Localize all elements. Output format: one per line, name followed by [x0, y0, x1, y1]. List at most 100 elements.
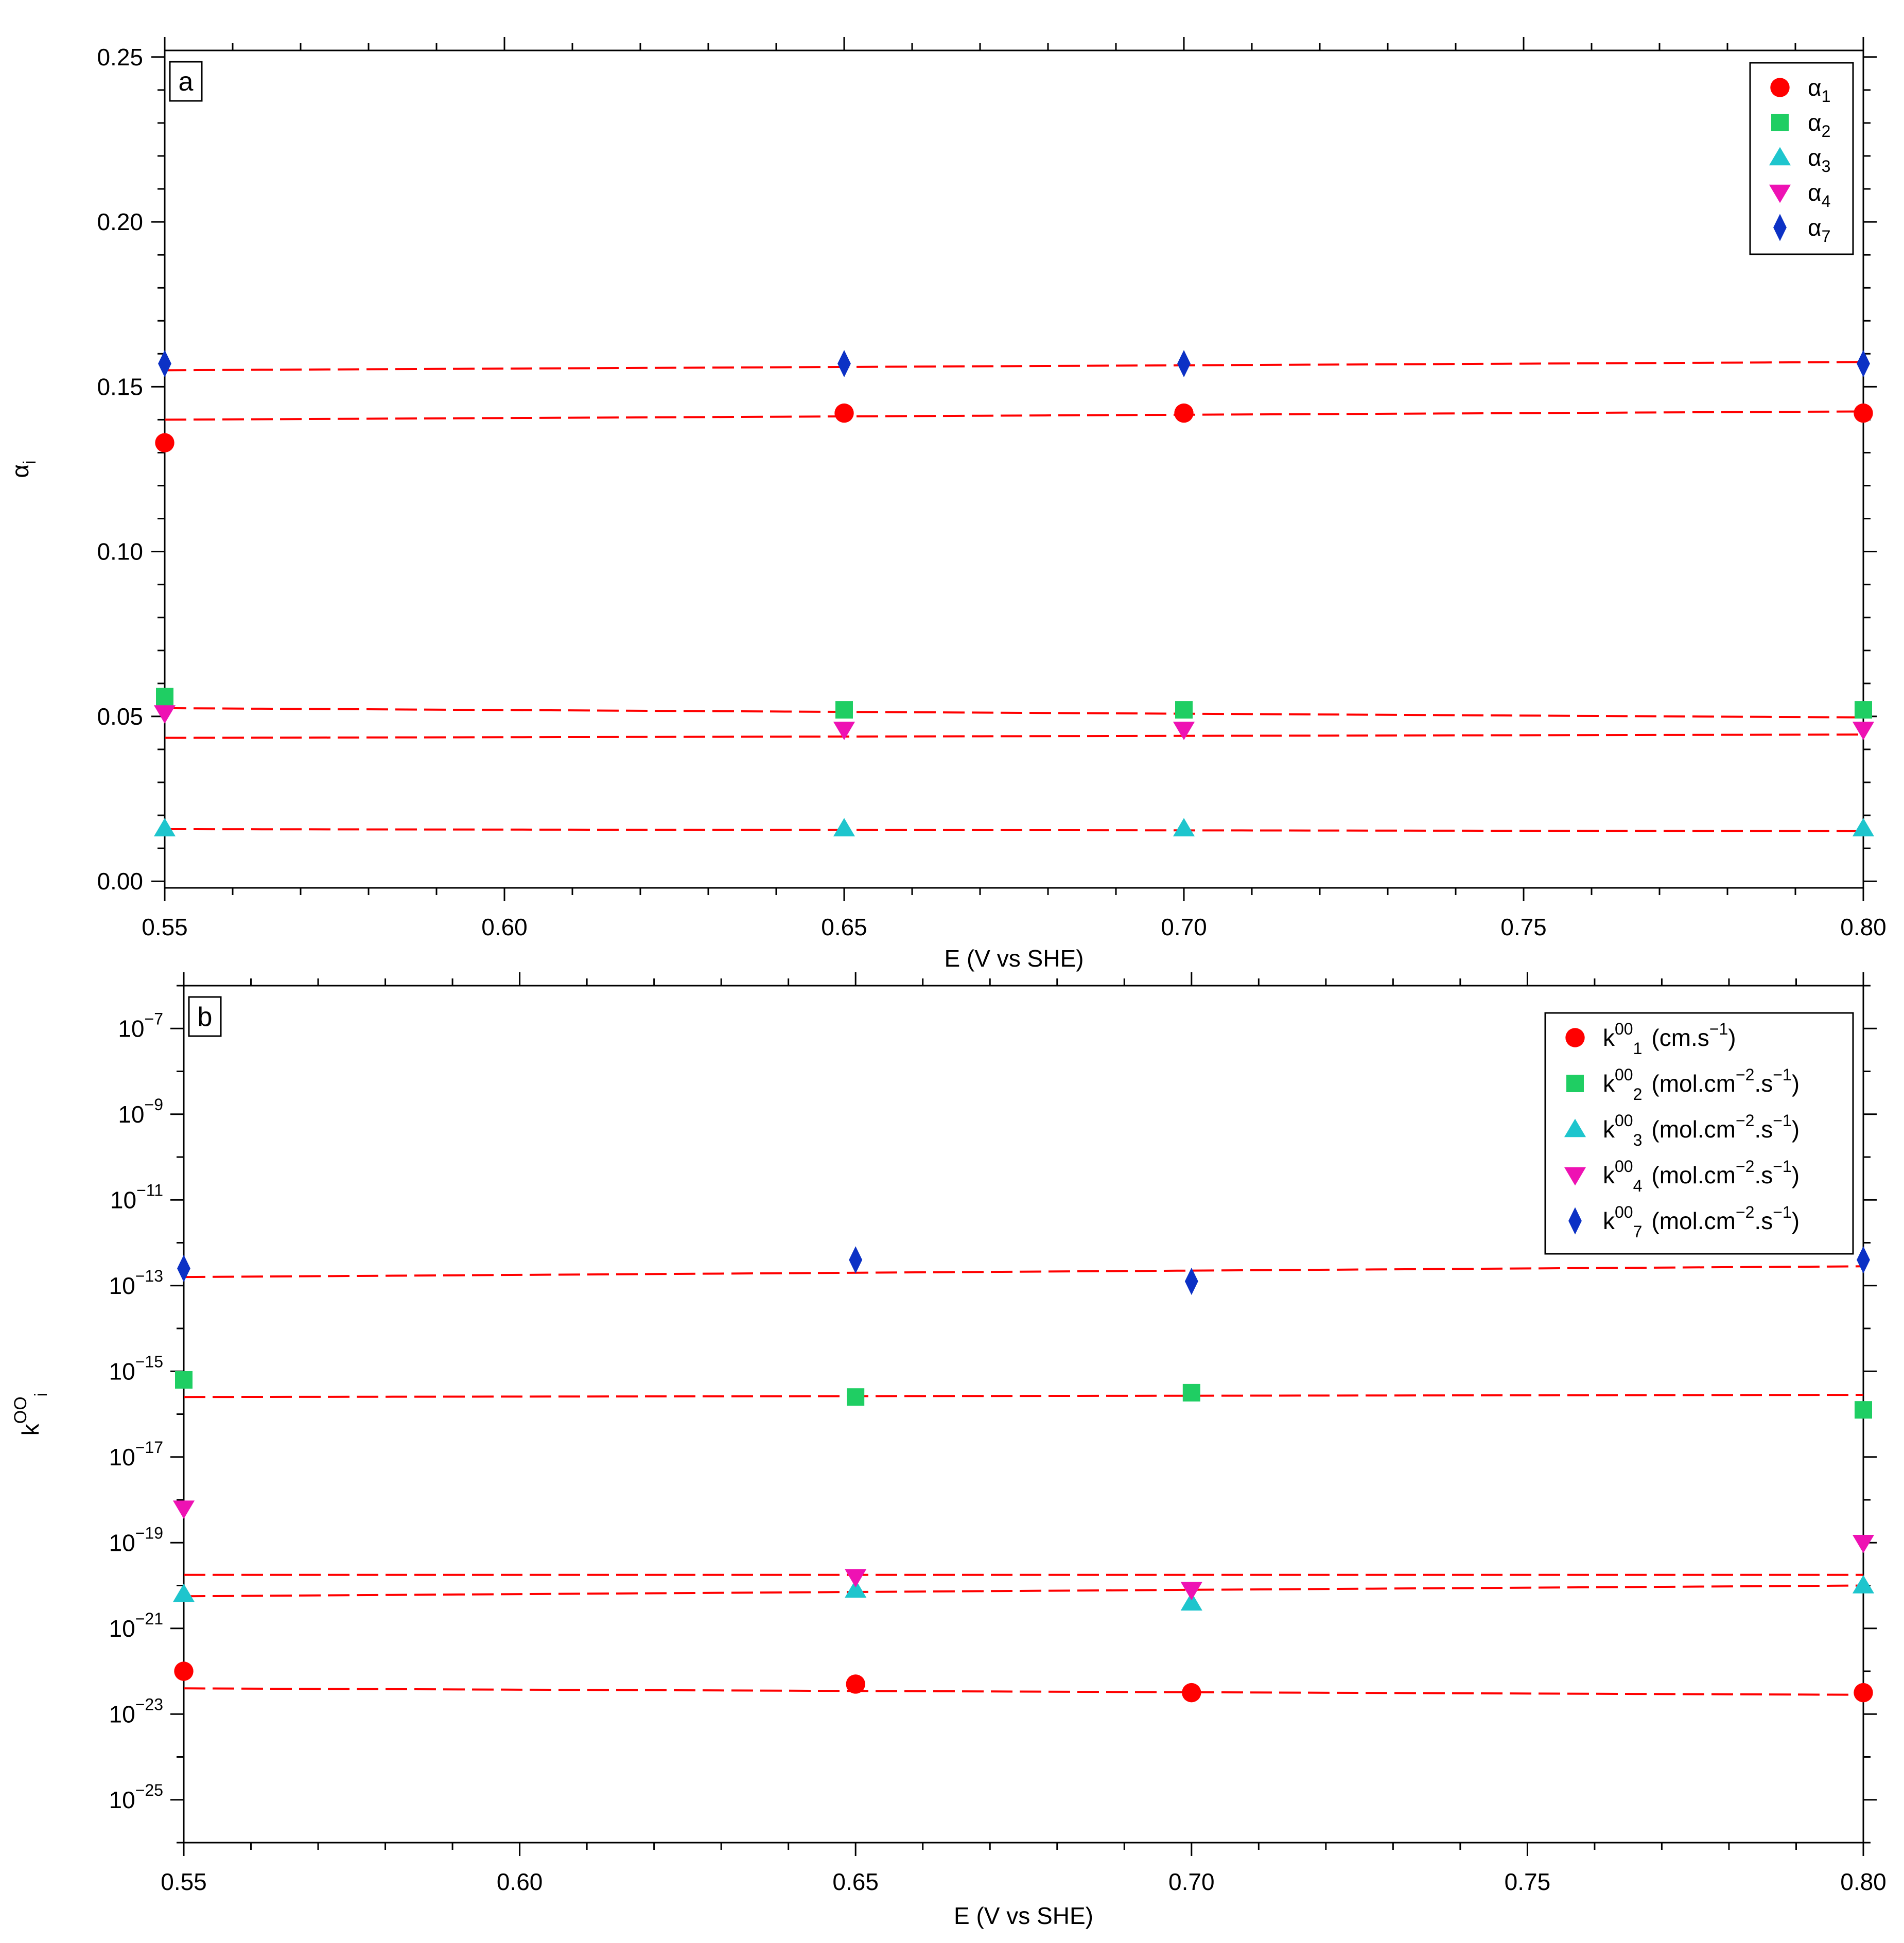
- fit-line-k1: [183, 1687, 1864, 1696]
- legend-base: α: [1808, 144, 1822, 171]
- y-tick-exponent: −9: [145, 1095, 163, 1114]
- series-a3: [153, 818, 1875, 837]
- y-tick-exponent: −23: [135, 1695, 163, 1713]
- x-tick-label: 0.80: [1840, 1868, 1886, 1895]
- legend-unit-close: ): [1792, 1207, 1800, 1234]
- series-a4: [153, 705, 1875, 740]
- legend-marker-a3: [1769, 147, 1791, 166]
- legend-base: k: [1603, 1162, 1615, 1188]
- x-axis-label: E (V vs SHE): [954, 1902, 1093, 1929]
- y-axis-label: αi: [7, 460, 40, 478]
- y-tick-label: 0.00: [97, 868, 143, 895]
- data-point-k3: [845, 1579, 867, 1598]
- legend-unit-exponent-2: −1: [1773, 1157, 1791, 1176]
- y-axis-label-base: α: [7, 464, 33, 478]
- y-axis-label-superscript: OO: [11, 1396, 30, 1424]
- fit-line-a1: [164, 410, 1864, 421]
- data-point-k2: [1855, 1401, 1872, 1419]
- legend-marker-k1: [1565, 1028, 1585, 1047]
- panel-b: 0.55 0.60 0.65 0.70 0.75 0.80E (V vs SHE)10−2…: [11, 972, 1886, 1929]
- legend-unit: (cm.s: [1651, 1024, 1709, 1051]
- legend-marker-a2: [1771, 114, 1789, 131]
- legend-subscript: 7: [1633, 1222, 1643, 1241]
- legend-superscript: 00: [1615, 1065, 1633, 1084]
- legend-base: k: [1603, 1024, 1615, 1051]
- y-tick-base: 10: [118, 1101, 144, 1128]
- series-a7: [158, 350, 1870, 378]
- y-tick-base: 10: [109, 1444, 135, 1471]
- data-point-a2: [156, 688, 173, 706]
- x-tick-label: 0.70: [1161, 914, 1207, 940]
- legend-base: α: [1808, 214, 1822, 241]
- legend-subscript: 3: [1633, 1131, 1643, 1149]
- legend-subscript: 1: [1822, 87, 1831, 106]
- data-point-a3: [1173, 818, 1195, 837]
- x-tick-label: 0.55: [142, 914, 188, 940]
- data-point-k4: [1852, 1534, 1875, 1553]
- data-point-a1: [834, 403, 854, 423]
- legend-subscript: 7: [1822, 227, 1831, 246]
- y-axis-label-base: k: [17, 1423, 44, 1436]
- data-point-k7: [849, 1246, 863, 1274]
- panel-label-box: [169, 61, 203, 102]
- legend-label-a1: α1: [1808, 74, 1830, 106]
- legend-unit: (mol.cm: [1651, 1070, 1736, 1097]
- y-tick-label: 10−17: [109, 1438, 163, 1471]
- fit-line-k2: [183, 1394, 1864, 1398]
- data-point-a1: [155, 433, 174, 452]
- legend: k001 (cm.s−1)k002 (mol.cm−2.s−1)k003 (mol.c…: [1544, 1012, 1854, 1255]
- legend-unit-exponent: −2: [1736, 1065, 1754, 1084]
- x-axis: 0.55 0.60 0.65 0.70 0.75 0.80 E (V vs SHE): [142, 37, 1886, 972]
- legend-unit-exponent-2: −1: [1773, 1111, 1791, 1130]
- legend-superscript: 00: [1615, 1157, 1633, 1176]
- legend-unit: (mol.cm: [1651, 1207, 1736, 1234]
- legend-marker-a4: [1769, 184, 1791, 203]
- legend-base: k: [1603, 1207, 1615, 1234]
- data-point-a2: [835, 701, 853, 719]
- x-tick-label: 0.60: [481, 914, 528, 940]
- fit-line-a7: [164, 361, 1864, 372]
- legend-marker-k4: [1564, 1167, 1586, 1186]
- y-tick-base: 10: [109, 1272, 135, 1299]
- data-point-a1: [1854, 403, 1873, 423]
- legend-marker-k2: [1566, 1075, 1584, 1092]
- x-tick-label: 0.65: [832, 1868, 879, 1895]
- y-tick-exponent: −21: [135, 1609, 163, 1628]
- legend-unit: (mol.cm: [1651, 1116, 1736, 1143]
- series-a2: [156, 688, 1872, 719]
- y-tick-label: 0.10: [97, 538, 143, 565]
- y-tick-label: 10−9: [118, 1095, 163, 1128]
- legend-unit-mid: .s: [1754, 1116, 1773, 1143]
- legend-base: α: [1808, 109, 1822, 136]
- legend-unit-close: ): [1792, 1070, 1800, 1097]
- y-tick-base: 10: [110, 1186, 136, 1213]
- y-tick-exponent: −13: [135, 1267, 163, 1285]
- legend-label-a7: α7: [1808, 214, 1830, 246]
- data-point-a4: [833, 722, 855, 740]
- y-tick-exponent: −25: [135, 1781, 163, 1799]
- data-point-a4: [1852, 722, 1875, 740]
- legend-base: α: [1808, 74, 1822, 101]
- legend-unit-exponent-2: −1: [1773, 1203, 1791, 1221]
- y-tick-label: 10−21: [109, 1609, 163, 1642]
- data-point-a2: [1175, 701, 1193, 719]
- legend-label-a4: α4: [1808, 179, 1830, 211]
- y-tick-label: 10−11: [110, 1181, 163, 1213]
- x-axis-label: E (V vs SHE): [945, 945, 1084, 972]
- data-point-k7: [1184, 1267, 1198, 1295]
- data-point-k2: [1182, 1384, 1200, 1402]
- fit-line-a4: [164, 733, 1864, 739]
- legend-superscript: 00: [1615, 1020, 1633, 1038]
- y-axis: 10−2510−2310−2110−1910−1710−1510−1310−11…: [109, 985, 1877, 1844]
- x-tick-label: 0.60: [497, 1868, 543, 1895]
- panel-label-text: b: [198, 1002, 213, 1032]
- legend-marker-a1: [1770, 78, 1790, 97]
- data-point-k4: [1180, 1582, 1202, 1601]
- legend-label-k4: k004 (mol.cm−2.s−1): [1603, 1157, 1800, 1195]
- y-tick-base: 10: [109, 1358, 135, 1385]
- data-point-k7: [1857, 1246, 1870, 1274]
- data-point-k1: [174, 1661, 194, 1681]
- panel-label: a: [169, 61, 203, 102]
